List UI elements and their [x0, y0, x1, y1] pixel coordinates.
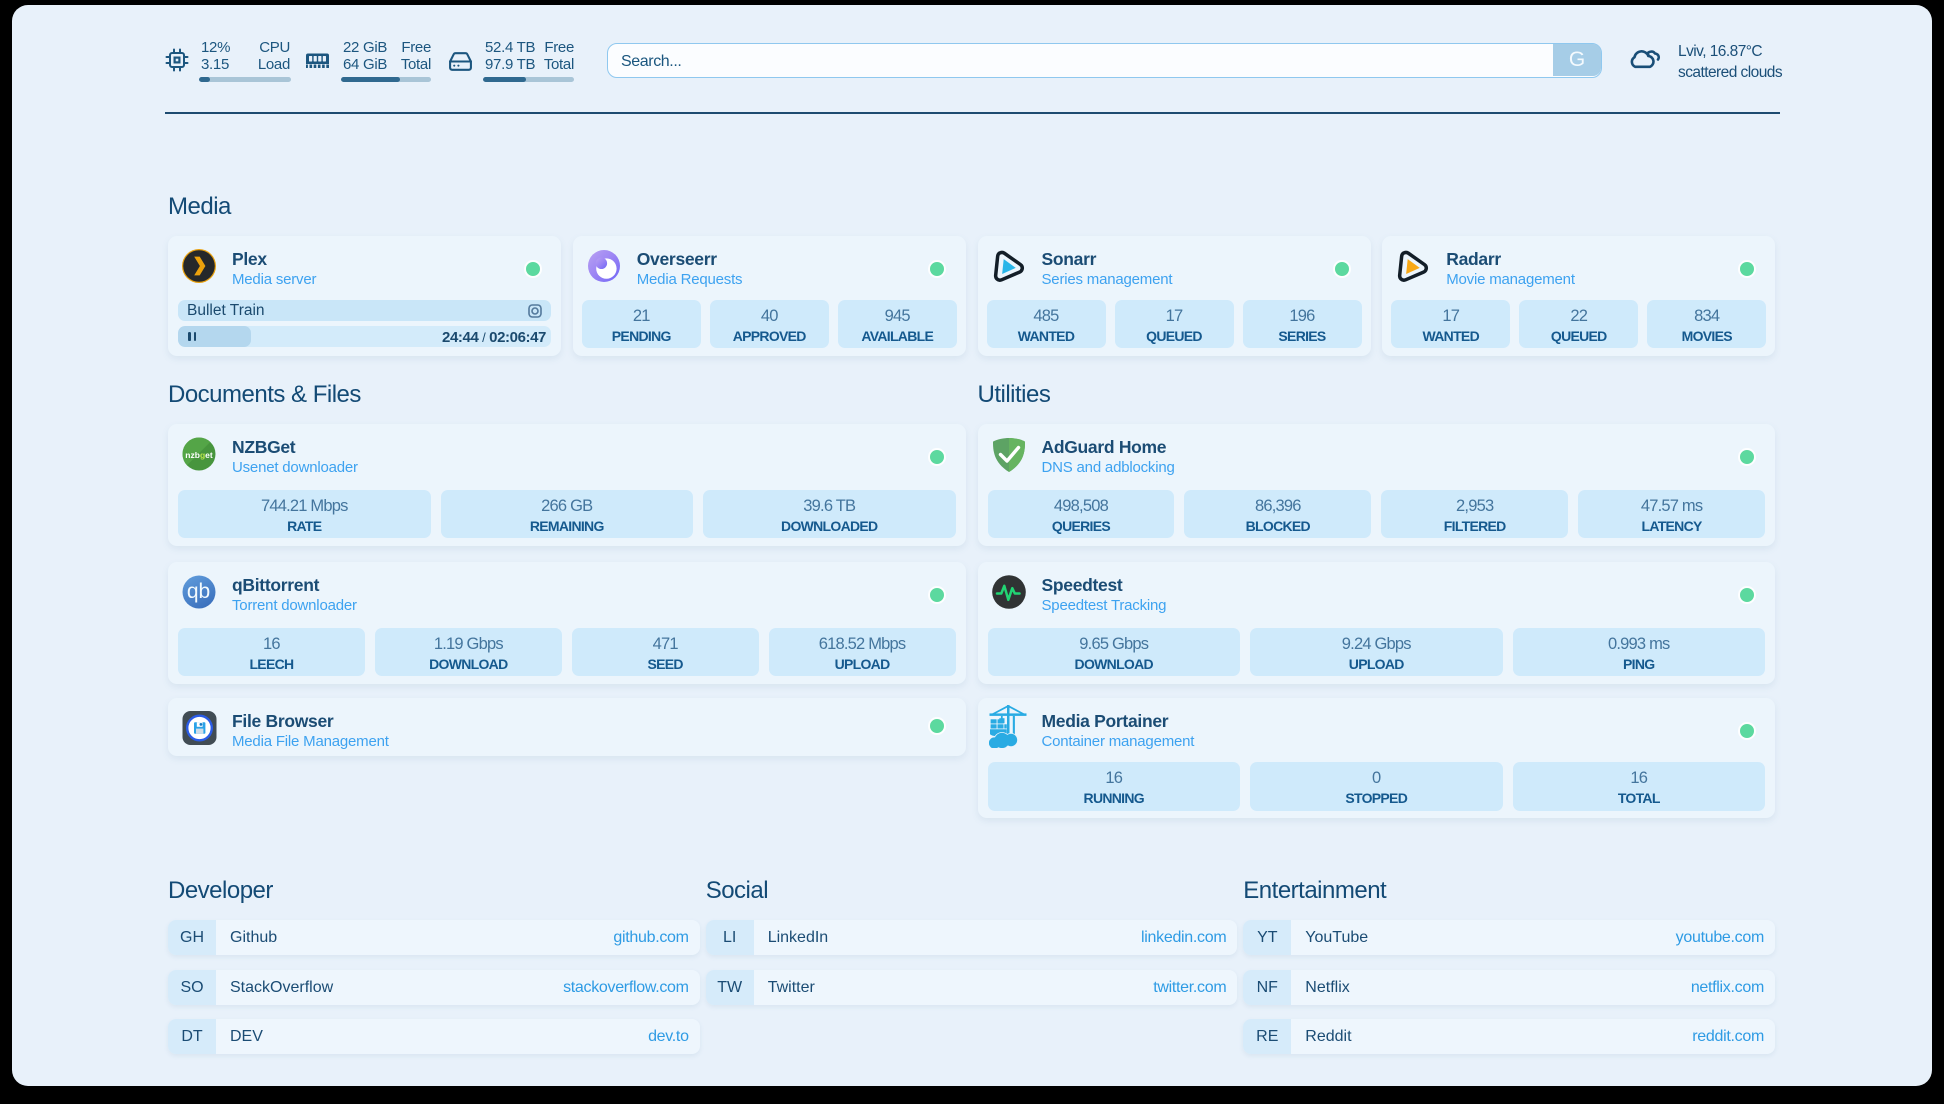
svg-text:qb: qb [187, 580, 210, 603]
svg-text:nzbget: nzbget [185, 450, 213, 460]
